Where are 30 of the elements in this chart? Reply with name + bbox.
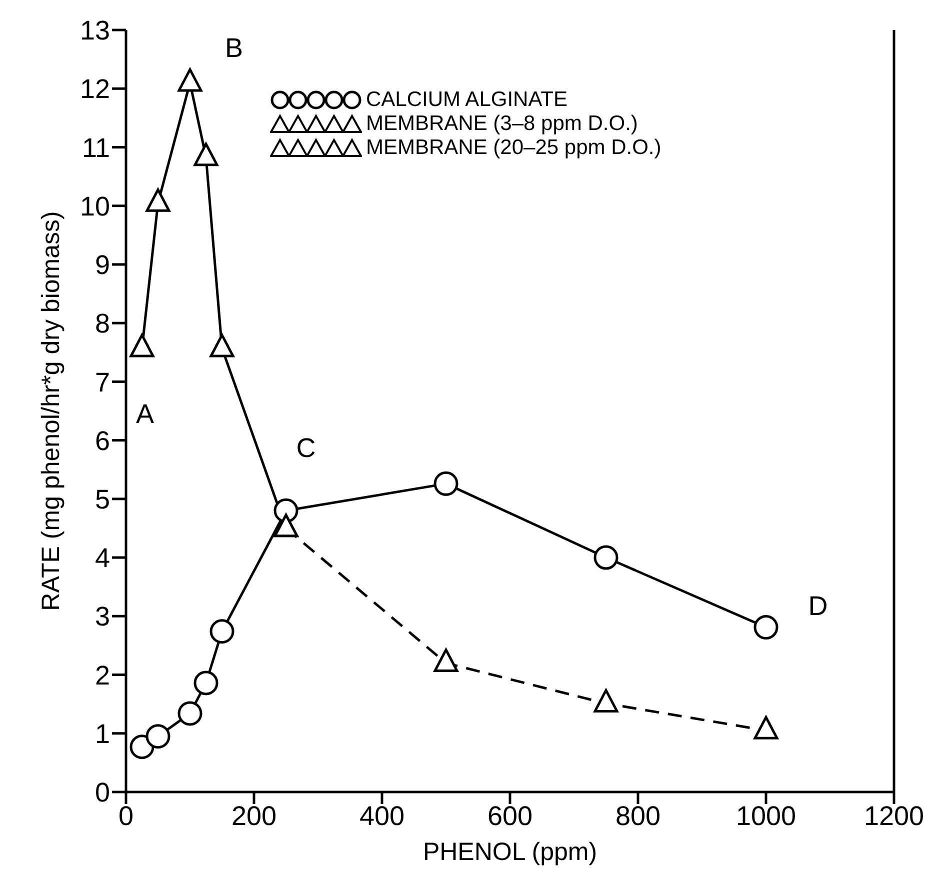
y-tick-label: 5 xyxy=(94,484,110,515)
y-tick-label: 9 xyxy=(94,250,110,280)
y-tick-label: 12 xyxy=(80,74,110,104)
y-tick-label: 2 xyxy=(94,660,110,690)
annotation: D xyxy=(808,591,828,621)
y-tick-label: 4 xyxy=(94,543,110,574)
legend-label: MEMBRANE (20–25 ppm D.O.) xyxy=(366,136,662,160)
y-tick-label: 13 xyxy=(80,16,110,46)
x-tick-label: 200 xyxy=(231,801,277,832)
x-tick-label: 1000 xyxy=(736,801,796,832)
annotation: A xyxy=(136,399,154,429)
y-axis-title: RATE (mg phenol/hr*g dry biomass) xyxy=(36,211,65,611)
x-axis-title: PHENOL (ppm) xyxy=(422,838,598,866)
y-tick-label: 6 xyxy=(94,426,110,456)
x-tick-label: 400 xyxy=(359,801,405,832)
x-tick-label: 600 xyxy=(487,801,533,832)
y-tick-label: 0 xyxy=(94,778,110,808)
y-tick-label: 3 xyxy=(94,602,110,632)
x-tick-label: 1200 xyxy=(864,801,924,832)
annotation: C xyxy=(296,433,316,463)
x-tick-label: 800 xyxy=(615,801,661,832)
annotation: B xyxy=(224,33,244,63)
y-tick-label: 11 xyxy=(82,132,110,163)
legend-label: MEMBRANE (3–8 ppm D.O.) xyxy=(366,112,638,136)
legend-label: CALCIUM ALGINATE xyxy=(366,88,568,112)
x-tick-label: 0 xyxy=(118,801,134,832)
y-tick-label: 7 xyxy=(94,367,110,398)
y-tick-label: 10 xyxy=(80,191,110,222)
y-tick-label: 1 xyxy=(94,718,110,749)
y-tick-label: 8 xyxy=(94,308,110,339)
